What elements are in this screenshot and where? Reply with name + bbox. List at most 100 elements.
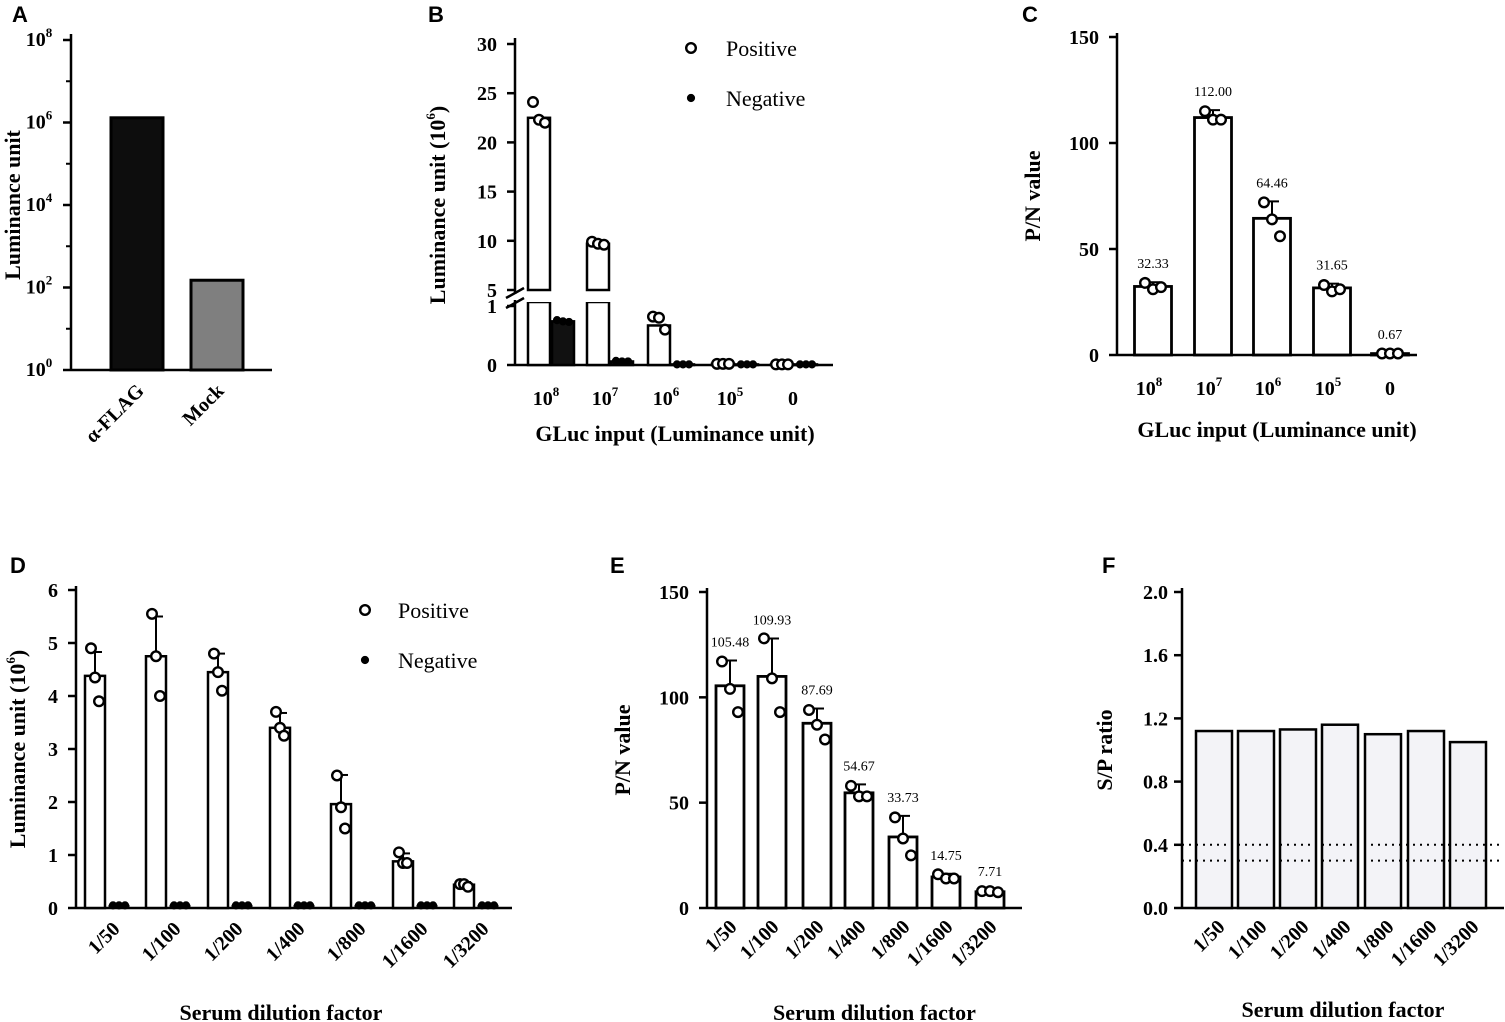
a-y-tick-label-exp: 0 (46, 355, 53, 370)
d-bar (329, 802, 353, 910)
d-y-axis-title: Luminance unit (106) (3, 650, 30, 848)
a-y-tick-label-base: 10 (26, 194, 46, 216)
e-data-label: 54.67 (843, 759, 875, 774)
e-data-point (724, 682, 737, 695)
c-x-tick-label: 0 (1385, 378, 1395, 400)
b-bar (550, 320, 576, 367)
b-y-tick-label: 30 (477, 34, 497, 56)
b-data-point (653, 311, 666, 324)
e-data-point (716, 655, 729, 668)
f-y-tick-label: 2.0 (1143, 582, 1168, 604)
b-y-axis-title-part: ) (425, 106, 450, 113)
d-y-tick-label: 2 (48, 792, 58, 814)
f-x-tick-label: 1/400 (1308, 916, 1356, 964)
d-data-point (270, 705, 283, 718)
d-y-tick-label: 4 (48, 686, 58, 708)
f-x-tick-label: 1/50 (1189, 916, 1230, 957)
c-x-tick-label: 107 (1196, 374, 1223, 400)
c-x-tick-label-exp: 7 (1216, 374, 1223, 389)
a-y-tick-label-base: 10 (26, 359, 46, 381)
e-data-point (766, 672, 779, 685)
c-y-tick-label: 0 (1089, 345, 1099, 367)
e-data-point (897, 832, 910, 845)
c-x-tick-label: 106 (1255, 374, 1282, 400)
a-y-tick-label-exp: 2 (46, 273, 53, 288)
f-y-tick-label: 1.2 (1143, 708, 1168, 730)
d-data-point (335, 801, 348, 814)
d-y-axis-title-part: Luminance unit (10 (5, 664, 30, 849)
f-bar (1448, 740, 1488, 910)
f-bar (1406, 729, 1446, 910)
e-data-label: 105.48 (711, 636, 750, 651)
e-data-point (819, 733, 832, 746)
b-data-point (659, 323, 672, 336)
c-x-tick-label-base: 0 (1385, 378, 1395, 400)
c-x-tick-label-exp: 5 (1335, 374, 1342, 389)
e-data-point (905, 849, 918, 862)
c-data-point (1154, 281, 1167, 294)
b-x-tick-label: 108 (533, 384, 560, 410)
a-x-tick-label: Mock (178, 379, 229, 430)
panel-label-b: B (428, 2, 444, 27)
d-y-axis-title-part: 6 (3, 657, 18, 664)
panel-label-c: C (1022, 2, 1038, 27)
b-x-tick-label: 106 (653, 384, 680, 410)
b-data-point (748, 360, 758, 369)
a-y-tick-label-exp: 4 (46, 190, 53, 205)
a-y-tick-label-base: 10 (26, 29, 46, 51)
d-y-axis-title-part: ) (5, 650, 30, 657)
b-x-tick-label-base: 10 (592, 388, 612, 410)
d-data-point (331, 769, 344, 782)
c-y-axis-title: P/N value (1020, 150, 1045, 241)
e-data-point (992, 886, 1005, 899)
d-bar (206, 670, 230, 910)
d-y-tick-label: 3 (48, 739, 58, 761)
e-x-tick-label: 1/100 (736, 916, 784, 964)
c-data-label: 112.00 (1194, 85, 1232, 100)
e-data-point (803, 703, 816, 716)
d-x-tick-label: 1/200 (200, 918, 248, 966)
c-data-point (1214, 113, 1227, 126)
d-data-point (366, 901, 376, 910)
e-y-axis-title: P/N value (610, 704, 635, 795)
c-y-tick-label: 50 (1079, 239, 1099, 261)
d-data-point (339, 822, 352, 835)
f-y-tick-label: 0.4 (1143, 835, 1168, 857)
b-y-axis-title-part: Luminance unit (10 (425, 120, 450, 305)
a-x-tick-label: α-FLAG (81, 380, 149, 448)
b-legend-negative: Negative (726, 86, 805, 111)
e-x-axis-title: Serum dilution factor (773, 1000, 976, 1022)
b-y-axis-title: Luminance unit (106) (423, 106, 450, 304)
d-data-point (120, 901, 130, 910)
a-y-tick-label: 100 (26, 355, 53, 381)
d-data-point (211, 666, 224, 679)
f-y-tick-label: 1.6 (1143, 645, 1168, 667)
f-bar (1236, 729, 1276, 910)
b-bar-gap (584, 292, 612, 302)
b-y-tick-label: 5 (487, 280, 497, 302)
a-y-tick-label-exp: 8 (46, 25, 53, 40)
c-data-label: 32.33 (1137, 257, 1169, 272)
d-legend-negative: Negative (398, 648, 477, 673)
d-data-point (428, 901, 438, 910)
d-legend-marker-negative (360, 655, 370, 665)
e-y-tick-label: 0 (679, 898, 689, 920)
b-y-tick-label: 20 (477, 132, 497, 154)
e-bar (887, 835, 919, 910)
e-x-tick-label: 1/1600 (903, 916, 958, 971)
d-x-tick-label: 1/400 (262, 918, 310, 966)
a-bar (109, 116, 165, 372)
b-x-tick-label: 107 (592, 384, 619, 410)
c-data-point (1265, 213, 1278, 226)
d-y-tick-label: 0 (48, 898, 58, 920)
c-x-tick-label-exp: 6 (1275, 374, 1282, 389)
f-y-tick-label: 0.0 (1143, 898, 1168, 920)
b-bar-upper (585, 242, 611, 292)
c-y-axis-title-part: P/N value (1020, 150, 1045, 241)
e-x-tick-label: 1/50 (701, 916, 742, 957)
c-data-point (1138, 276, 1151, 289)
b-x-tick-label: 0 (788, 388, 798, 410)
c-bar (1312, 286, 1352, 357)
b-axis-break (505, 286, 525, 300)
